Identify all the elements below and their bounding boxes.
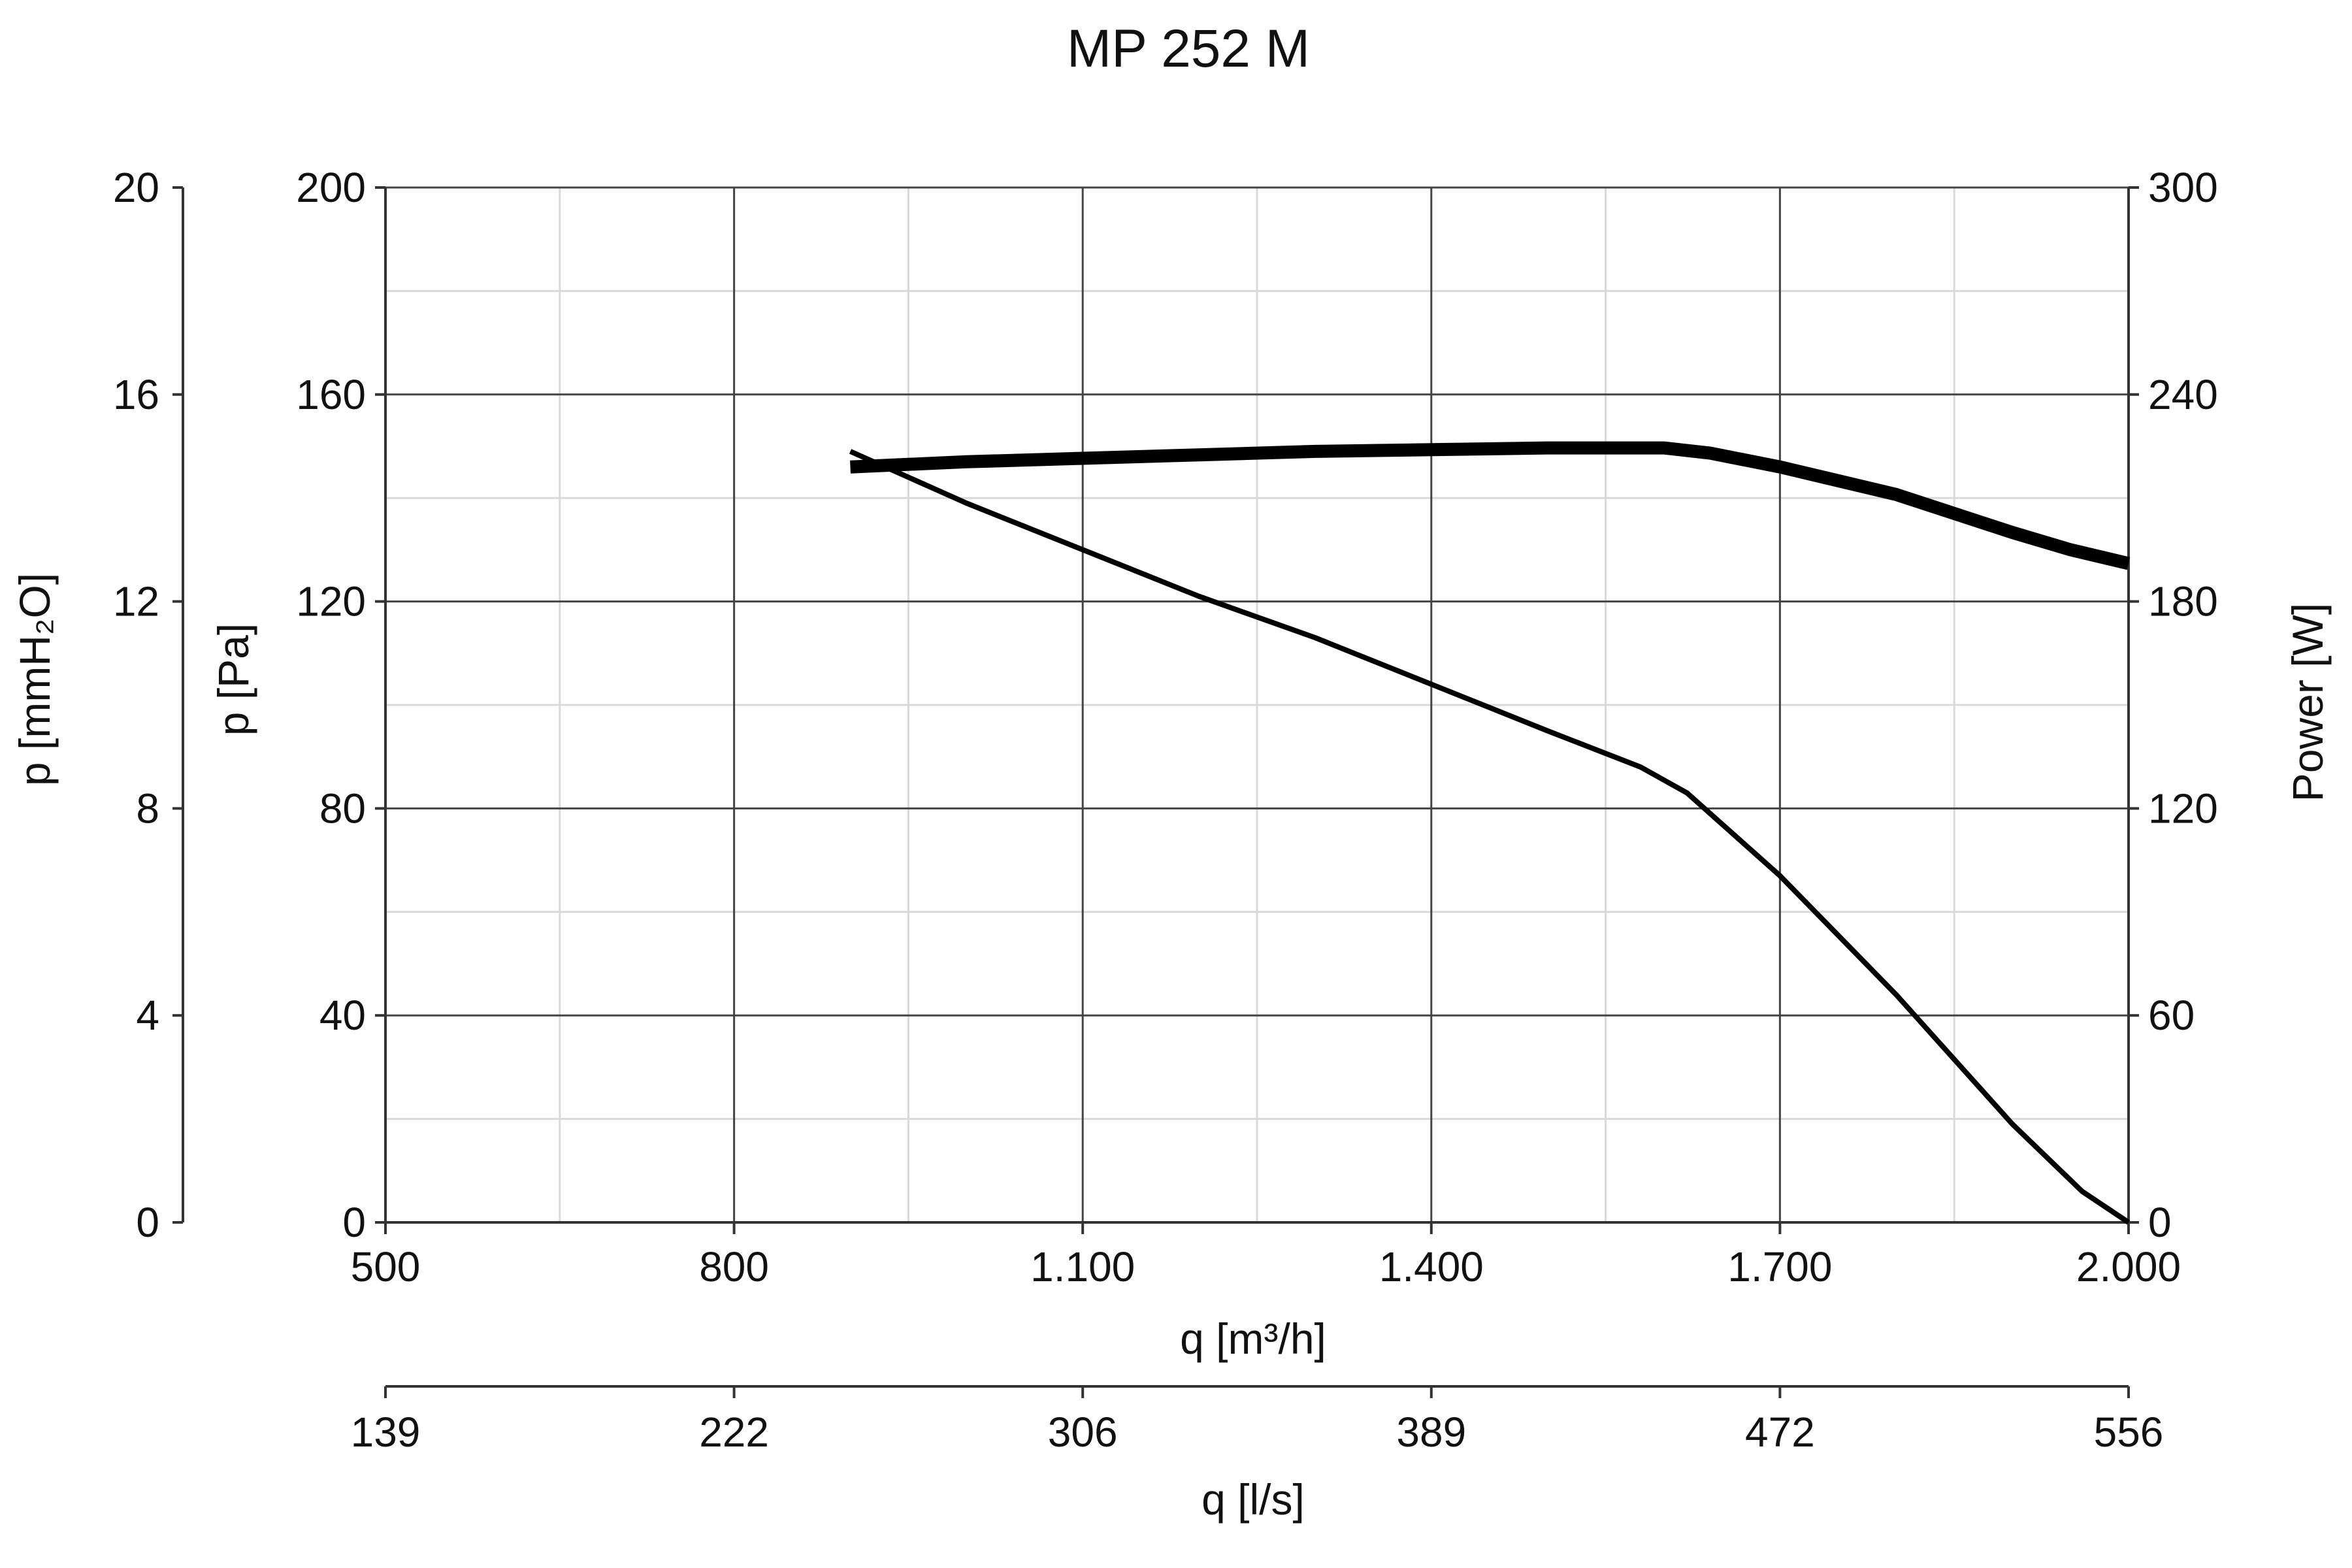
y3-tick-label: 240 bbox=[2148, 371, 2218, 418]
x2-tick-label: 222 bbox=[699, 1409, 769, 1456]
x-tick-label: 1.400 bbox=[1379, 1243, 1484, 1290]
grid bbox=[384, 186, 2130, 1224]
y3-tick-label: 0 bbox=[2148, 1199, 2172, 1246]
x-tick-label: 1.700 bbox=[1727, 1243, 1832, 1290]
power-curve-line bbox=[850, 441, 2131, 570]
x2-tick-label: 139 bbox=[351, 1409, 421, 1456]
y2-tick-label: 0 bbox=[136, 1199, 159, 1246]
y2-tick-label: 16 bbox=[113, 371, 159, 418]
x2-tick-label: 472 bbox=[1745, 1409, 1815, 1456]
y-axis-label: p [Pa] bbox=[209, 623, 257, 736]
y2-tick-label: 4 bbox=[136, 992, 159, 1039]
x-tick-label: 500 bbox=[351, 1243, 421, 1290]
x2-tick-label: 389 bbox=[1396, 1409, 1466, 1456]
y-tick-label: 160 bbox=[296, 371, 366, 418]
pressure-curve-line bbox=[849, 449, 2131, 1225]
y2-tick-label: 20 bbox=[113, 164, 159, 211]
y-tick-label: 120 bbox=[296, 578, 366, 625]
x-tick-label: 800 bbox=[699, 1243, 769, 1290]
y-tick-label: 200 bbox=[296, 164, 366, 211]
chart-title: MP 252 M bbox=[1067, 19, 1310, 78]
series bbox=[849, 441, 2131, 1225]
y-tick-label: 40 bbox=[319, 992, 366, 1039]
y3-tick-label: 180 bbox=[2148, 578, 2218, 625]
axes bbox=[172, 186, 2139, 1398]
y2-tick-label: 8 bbox=[136, 785, 159, 832]
y-tick-label: 0 bbox=[342, 1199, 366, 1246]
y3-axis-label: Power [W] bbox=[2283, 603, 2332, 802]
x-tick-label: 1.100 bbox=[1030, 1243, 1135, 1290]
x-axis-label: q [m³/h] bbox=[1180, 1315, 1326, 1363]
y2-axis-label: p [mmH₂O] bbox=[10, 573, 59, 786]
x2-tick-label: 556 bbox=[2094, 1409, 2164, 1456]
y3-tick-label: 300 bbox=[2148, 164, 2218, 211]
x2-tick-label: 306 bbox=[1048, 1409, 1118, 1456]
x2-axis-label: q [l/s] bbox=[1201, 1475, 1305, 1524]
y-tick-label: 80 bbox=[319, 785, 366, 832]
x-tick-label: 2.000 bbox=[2076, 1243, 2181, 1290]
y3-tick-label: 120 bbox=[2148, 785, 2218, 832]
y3-tick-label: 60 bbox=[2148, 992, 2195, 1039]
y2-tick-label: 12 bbox=[113, 578, 159, 625]
